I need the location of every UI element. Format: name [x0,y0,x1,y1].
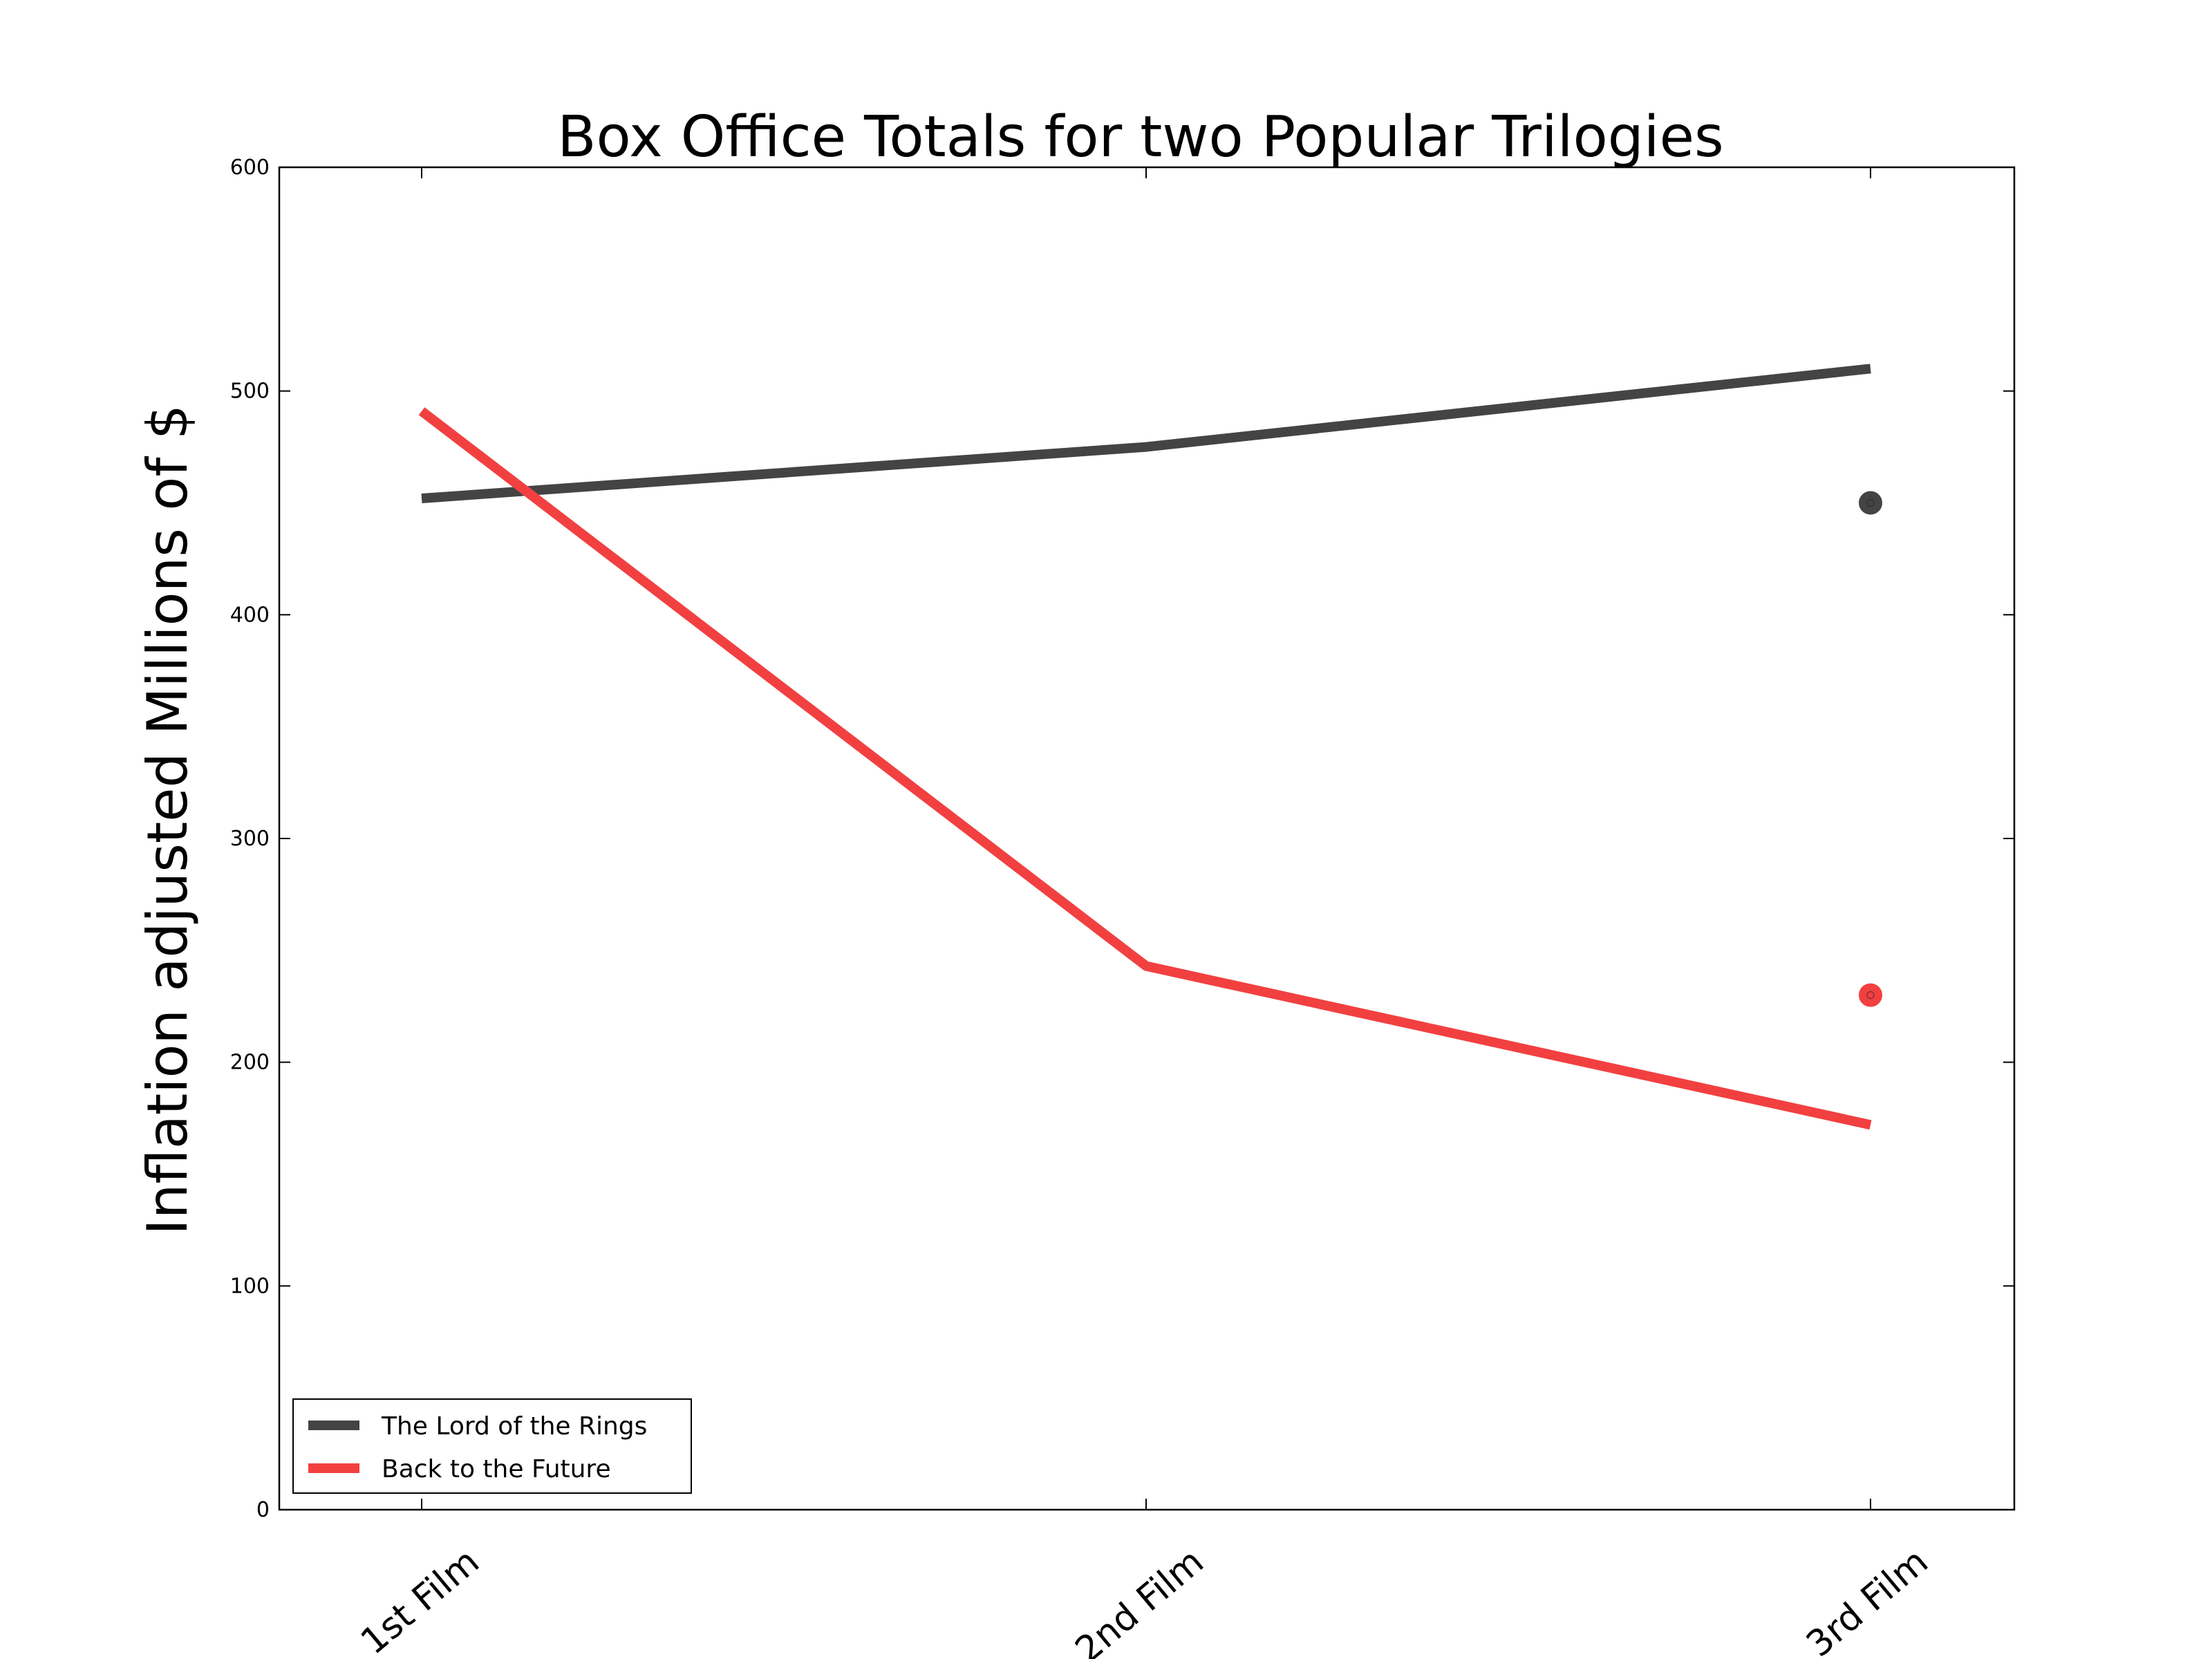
legend: The Lord of the Rings Back to the Future [292,1398,692,1494]
y-tick-label: 400 [230,603,270,627]
y-tick-label: 500 [230,379,270,404]
legend-frame [292,1398,692,1494]
y-axis-label: Inflation adjusted Millions of $ [135,404,200,1235]
legend-label-1: Back to the Future [382,1455,611,1483]
series-layer [418,364,1882,1130]
legend-label-0: The Lord of the Rings [381,1412,647,1441]
y-tick-label: 600 [230,156,270,180]
series-marker-dot-1 [1866,991,1875,1000]
series-marker-dot-0 [1866,498,1875,507]
chart-title: Box Office Totals for two Popular Trilog… [557,104,1724,170]
series-line-0 [421,364,1871,504]
series-marker-1 [1859,983,1882,1007]
series-line-1 [418,407,1872,1130]
y-tick-label: 100 [230,1274,270,1298]
series-marker-0 [1859,491,1882,515]
y-tick-label: 0 [256,1498,270,1522]
y-tick-label: 200 [230,1051,270,1075]
y-tick-label: 300 [230,827,270,851]
